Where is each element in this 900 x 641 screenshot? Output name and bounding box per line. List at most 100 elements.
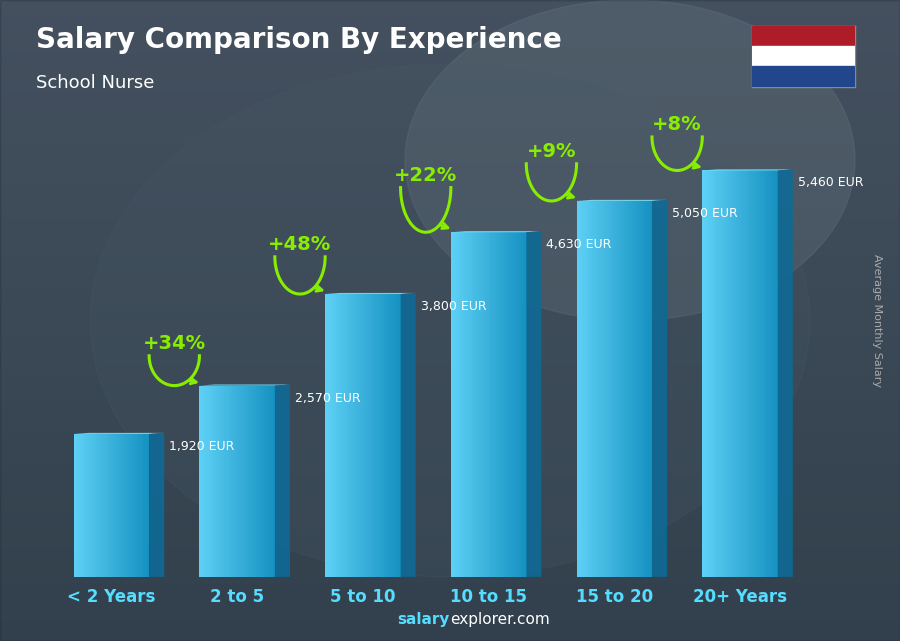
- Bar: [383, 294, 386, 577]
- Bar: [624, 201, 625, 577]
- Ellipse shape: [405, 0, 855, 320]
- Bar: [0, 420, 900, 423]
- Bar: [96, 434, 98, 577]
- Bar: [364, 294, 367, 577]
- Bar: [363, 294, 365, 577]
- Bar: [140, 434, 142, 577]
- Bar: [460, 232, 463, 577]
- Bar: [0, 147, 900, 151]
- Bar: [743, 171, 746, 577]
- Bar: [0, 439, 900, 442]
- Bar: [0, 429, 900, 433]
- Bar: [0, 631, 900, 635]
- Bar: [0, 103, 900, 106]
- Bar: [0, 160, 900, 163]
- Bar: [520, 232, 523, 577]
- Bar: [0, 51, 900, 54]
- Bar: [0, 189, 900, 192]
- Bar: [523, 232, 525, 577]
- Bar: [0, 22, 900, 26]
- Bar: [235, 386, 238, 577]
- Bar: [492, 232, 494, 577]
- Bar: [0, 32, 900, 35]
- Text: Salary Comparison By Experience: Salary Comparison By Experience: [36, 26, 562, 54]
- Bar: [0, 83, 900, 87]
- Bar: [0, 279, 900, 282]
- Bar: [252, 386, 255, 577]
- Bar: [487, 232, 489, 577]
- Bar: [0, 141, 900, 144]
- Bar: [0, 151, 900, 154]
- Bar: [485, 232, 487, 577]
- Bar: [0, 301, 900, 304]
- Bar: [757, 171, 759, 577]
- Bar: [631, 201, 634, 577]
- Bar: [0, 570, 900, 574]
- Bar: [0, 423, 900, 426]
- Text: School Nurse: School Nurse: [36, 74, 155, 92]
- Bar: [0, 176, 900, 179]
- Bar: [0, 407, 900, 410]
- Polygon shape: [778, 169, 793, 577]
- Bar: [0, 484, 900, 487]
- Bar: [0, 324, 900, 327]
- Bar: [752, 46, 855, 66]
- Bar: [0, 64, 900, 67]
- Bar: [203, 386, 205, 577]
- Bar: [0, 183, 900, 186]
- Bar: [0, 612, 900, 615]
- Bar: [734, 171, 736, 577]
- Bar: [0, 311, 900, 314]
- Bar: [475, 232, 478, 577]
- Bar: [366, 294, 369, 577]
- Bar: [237, 386, 239, 577]
- Bar: [0, 510, 900, 513]
- Bar: [397, 294, 399, 577]
- Bar: [750, 171, 751, 577]
- Bar: [0, 167, 900, 170]
- Bar: [74, 434, 76, 577]
- Bar: [0, 144, 900, 147]
- Bar: [231, 386, 234, 577]
- Bar: [764, 171, 767, 577]
- Bar: [0, 179, 900, 183]
- Bar: [230, 386, 231, 577]
- Bar: [0, 0, 900, 3]
- Bar: [0, 404, 900, 407]
- Bar: [0, 356, 900, 359]
- Bar: [0, 192, 900, 196]
- Bar: [0, 362, 900, 365]
- Bar: [0, 71, 900, 74]
- Bar: [346, 294, 348, 577]
- Bar: [769, 171, 770, 577]
- Bar: [0, 381, 900, 385]
- Bar: [0, 465, 900, 468]
- Bar: [247, 386, 248, 577]
- Bar: [79, 434, 82, 577]
- Bar: [359, 294, 361, 577]
- Bar: [0, 74, 900, 77]
- Bar: [607, 201, 609, 577]
- Bar: [453, 232, 454, 577]
- Bar: [586, 201, 588, 577]
- Bar: [622, 201, 624, 577]
- Bar: [759, 171, 761, 577]
- Bar: [491, 232, 492, 577]
- Bar: [727, 171, 729, 577]
- Bar: [0, 516, 900, 519]
- Bar: [245, 386, 247, 577]
- Bar: [0, 35, 900, 38]
- Bar: [584, 201, 586, 577]
- Polygon shape: [200, 385, 290, 386]
- Bar: [753, 171, 755, 577]
- Bar: [466, 232, 468, 577]
- Bar: [0, 353, 900, 356]
- Bar: [220, 386, 222, 577]
- Bar: [0, 468, 900, 471]
- Bar: [0, 337, 900, 340]
- Bar: [0, 343, 900, 346]
- Bar: [0, 349, 900, 353]
- Bar: [0, 54, 900, 58]
- Bar: [579, 201, 580, 577]
- Bar: [506, 232, 508, 577]
